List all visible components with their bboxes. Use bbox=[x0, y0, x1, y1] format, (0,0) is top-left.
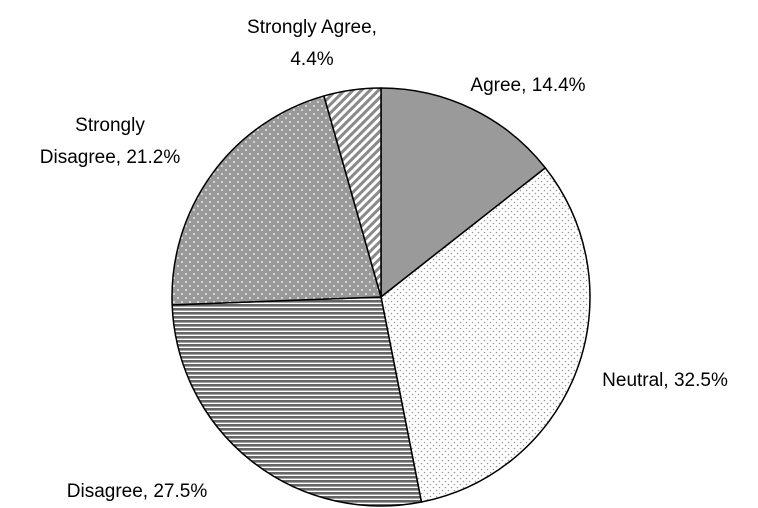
slice-label: Neutral, 32.5% bbox=[602, 370, 728, 391]
slice-category: Strongly Disagree bbox=[39, 115, 145, 168]
slice-value: 27.5% bbox=[153, 481, 208, 502]
slice-value: 32.5% bbox=[673, 370, 728, 391]
slice-category: Disagree bbox=[66, 481, 143, 502]
pie-slice bbox=[323, 87, 382, 298]
pie-slice bbox=[380, 167, 591, 503]
slice-category: Agree bbox=[470, 75, 522, 96]
slice-label: Strongly Disagree, 21.2% bbox=[39, 115, 181, 168]
pie-slice bbox=[171, 296, 423, 507]
pie-slice bbox=[380, 87, 547, 298]
slice-label: Strongly Agree, 4.4% bbox=[247, 17, 377, 70]
slice-value: 21.2% bbox=[126, 147, 181, 168]
slice-category: Neutral bbox=[602, 370, 664, 391]
pie-slice bbox=[171, 95, 382, 306]
slice-label: Disagree, 27.5% bbox=[66, 481, 208, 502]
slice-value: 4.4% bbox=[290, 49, 334, 70]
slice-category: Strongly Agree bbox=[247, 17, 372, 38]
slice-value: 14.4% bbox=[531, 75, 586, 96]
slice-label: Agree, 14.4% bbox=[470, 75, 586, 96]
